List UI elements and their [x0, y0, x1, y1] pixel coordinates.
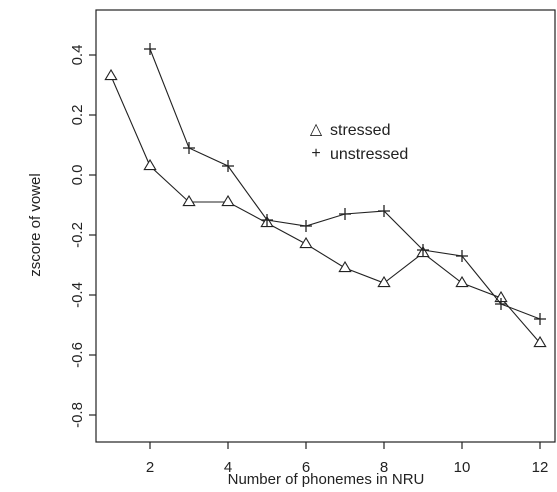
- series-unstressed: [144, 43, 546, 325]
- series-stressed: [104, 68, 547, 348]
- y-tick-label: -0.2: [69, 222, 86, 248]
- triangle-point: [377, 275, 391, 288]
- x-tick-label: 6: [302, 459, 310, 476]
- triangle-point: [533, 335, 547, 348]
- plus-point: [378, 205, 390, 217]
- x-tick-label: 10: [454, 459, 471, 476]
- x-tick-label: 4: [224, 459, 232, 476]
- x-tick-label: 12: [532, 459, 549, 476]
- y-tick-label: -0.8: [69, 402, 86, 428]
- y-tick-label: 0.4: [69, 45, 86, 66]
- y-tick-label: -0.6: [69, 342, 86, 368]
- triangle-point: [338, 260, 352, 273]
- x-tick-label: 2: [146, 459, 154, 476]
- x-tick-label: 8: [380, 459, 388, 476]
- plus-point: [183, 142, 195, 154]
- plus-point: [456, 250, 468, 262]
- series-line-stressed: [110, 75, 541, 344]
- series-layer: [104, 43, 547, 348]
- x-axis-label: Number of phonemes in NRU: [228, 471, 425, 488]
- triangle-point: [182, 194, 196, 207]
- plus-point: [339, 208, 351, 220]
- legend-symbol-unstressed: +: [311, 145, 320, 162]
- legend-label-unstressed: unstressed: [330, 146, 408, 163]
- legend-symbol-stressed: △: [310, 121, 323, 138]
- plus-point: [261, 214, 273, 226]
- legend: △ stressed + unstressed: [310, 121, 408, 163]
- triangle-point: [299, 236, 313, 249]
- plus-point: [534, 313, 546, 325]
- y-tick-label: -0.4: [69, 282, 86, 308]
- triangle-point: [455, 275, 469, 288]
- plus-point: [417, 244, 429, 256]
- series-line-unstressed: [149, 48, 541, 320]
- triangle-point: [104, 68, 118, 81]
- y-axis-label: zscore of vowel: [27, 173, 44, 276]
- plus-point: [222, 160, 234, 172]
- legend-label-stressed: stressed: [330, 122, 390, 139]
- triangle-point: [221, 194, 235, 207]
- y-tick-label: 0.2: [69, 105, 86, 126]
- triangle-point: [143, 158, 157, 171]
- y-tick-label: 0.0: [69, 165, 86, 186]
- plus-point: [495, 298, 507, 310]
- plot-frame: [95, 9, 556, 443]
- plus-point: [144, 43, 156, 55]
- plus-point: [300, 220, 312, 232]
- axes: 2 4 6 8 10 12 -0.8 -0.6 -0.4 -0.2 0.0 0.2 0.4: [69, 9, 556, 476]
